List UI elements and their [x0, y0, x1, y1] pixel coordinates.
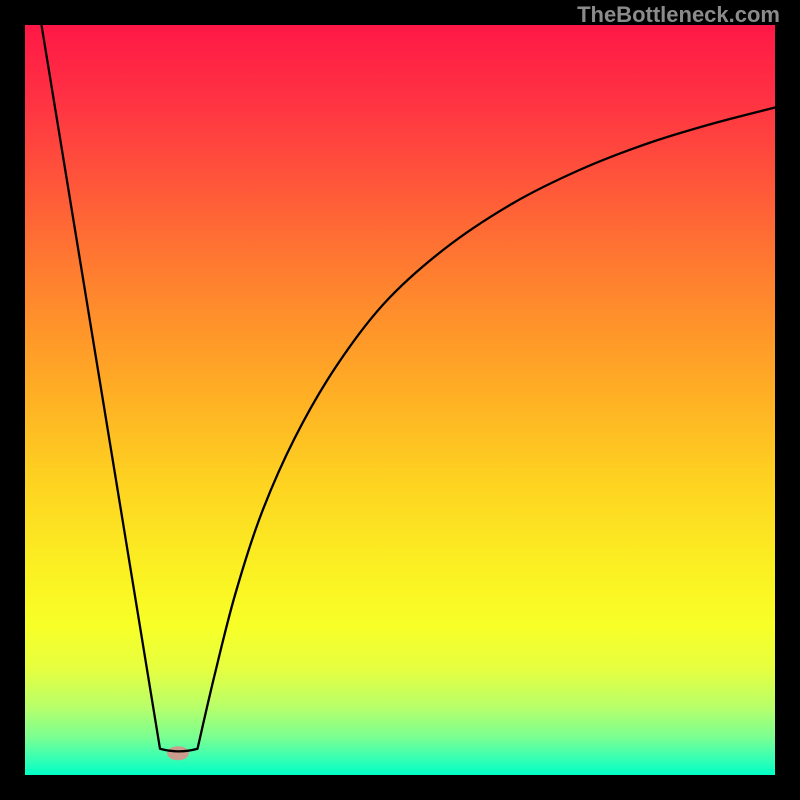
optimum-marker — [167, 746, 189, 760]
bottleneck-chart: TheBottleneck.com — [0, 0, 800, 800]
chart-svg — [0, 0, 800, 800]
watermark-text: TheBottleneck.com — [577, 2, 780, 28]
